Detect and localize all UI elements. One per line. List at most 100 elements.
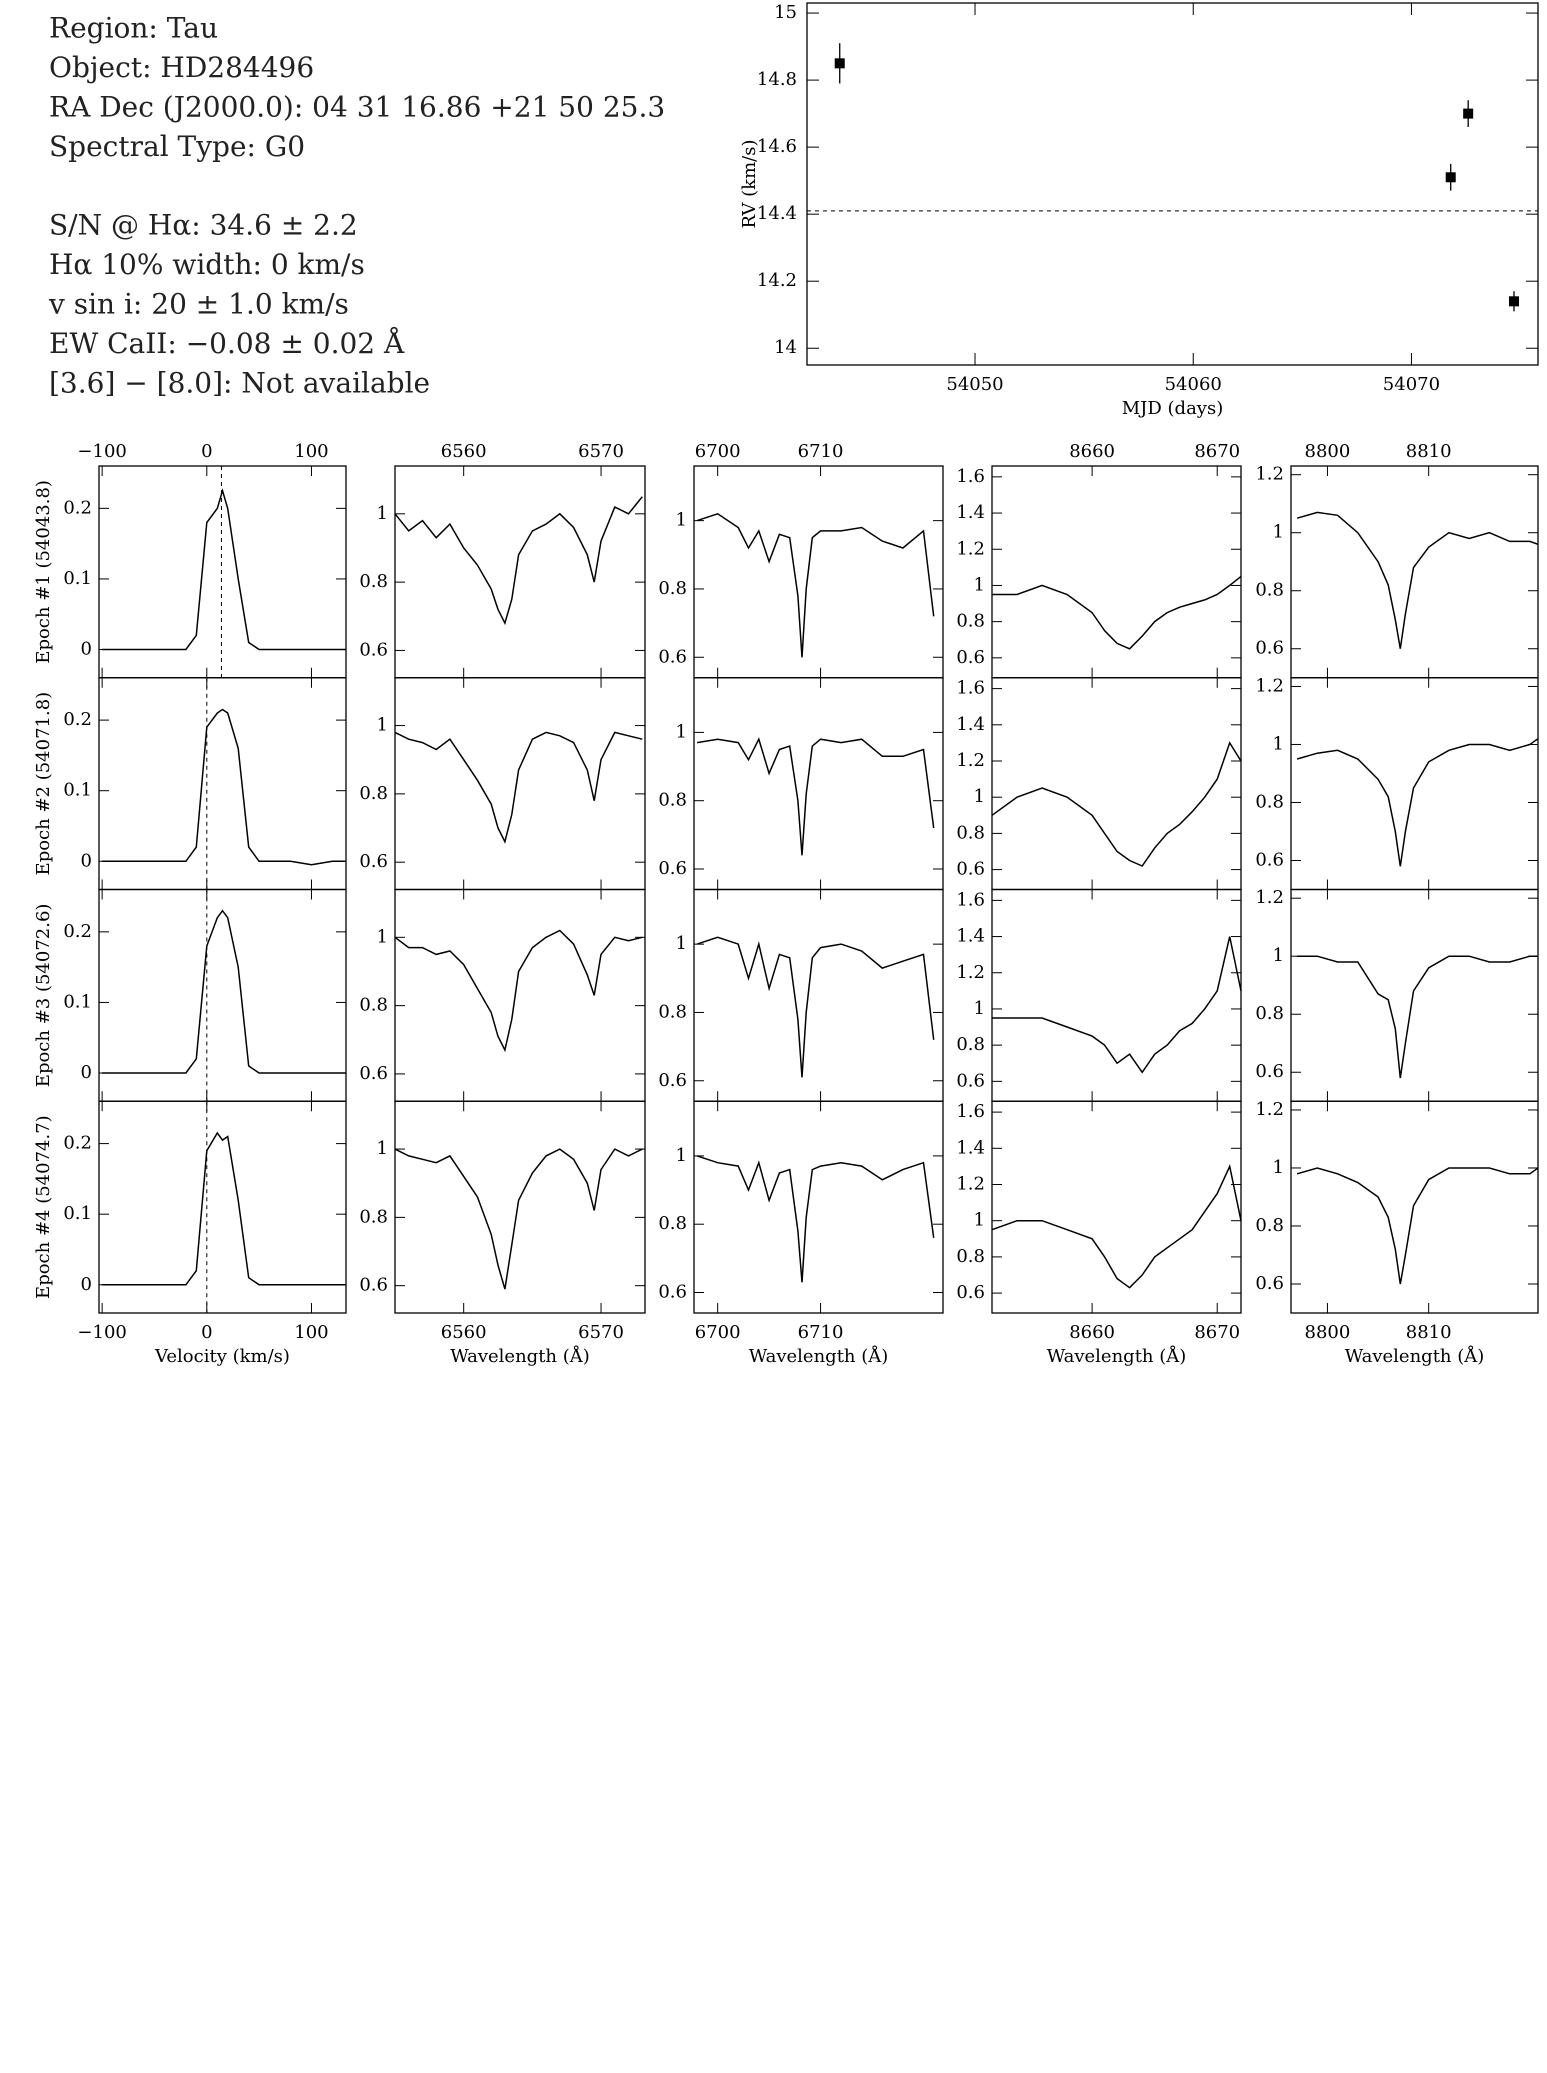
panel-frame xyxy=(1290,888,1539,1102)
data-point xyxy=(1508,296,1519,307)
y-tick-label: 0.6 xyxy=(658,858,687,879)
x-axis-label: Wavelength (Å) xyxy=(1047,1345,1187,1367)
y-tick-label: 1.2 xyxy=(1255,1099,1284,1120)
y-tick-label: 1.2 xyxy=(956,1174,985,1195)
y-tick-label: 1.4 xyxy=(956,714,985,735)
y-tick-label: 0.8 xyxy=(359,571,388,592)
y-tick-label: 0.2 xyxy=(63,709,92,730)
y-tick-label: 0.8 xyxy=(359,995,388,1016)
y-tick-label: 0.6 xyxy=(1255,1061,1284,1082)
y-tick-label: 0.8 xyxy=(359,783,388,804)
panel-frame xyxy=(98,465,347,679)
info-line: Object: HD284496 xyxy=(49,51,314,84)
panel-frame xyxy=(394,465,646,679)
y-tick-label: 1 xyxy=(676,721,687,742)
y-tick-label: 1 xyxy=(676,510,687,531)
y-tick-label: 0.6 xyxy=(359,639,388,660)
x-tick-label: 6560 xyxy=(441,1322,487,1343)
y-tick-label: 1.6 xyxy=(956,466,985,487)
y-tick-label: 0.1 xyxy=(63,780,92,801)
y-tick-label: 1 xyxy=(1273,522,1284,543)
y-tick-label: 0.6 xyxy=(1255,849,1284,870)
y-tick-label: 1 xyxy=(1273,945,1284,966)
y-tick-label: 0.6 xyxy=(956,647,985,668)
spectrum xyxy=(696,512,935,658)
panel-frame xyxy=(991,888,1242,1102)
y-tick-label: 1 xyxy=(377,503,388,524)
x-tick-label: 8810 xyxy=(1406,441,1452,462)
y-tick-label: 0.8 xyxy=(658,578,687,599)
spectrum xyxy=(102,1131,346,1286)
y-tick-label: 14.8 xyxy=(757,69,797,90)
y-tick-label: 0.6 xyxy=(1255,638,1284,659)
y-tick-label: 1 xyxy=(1273,1157,1284,1178)
spectrum xyxy=(992,936,1242,1074)
panel-frame xyxy=(693,1100,944,1314)
y-tick-label: 0.1 xyxy=(63,991,92,1012)
y-tick-label: 1 xyxy=(676,933,687,954)
y-tick-label: 0.6 xyxy=(956,1070,985,1091)
y-tick-label: 0.8 xyxy=(956,611,985,632)
spectrum xyxy=(1296,1167,1539,1285)
info-line: S/N @ Hα: 34.6 ± 2.2 xyxy=(49,209,358,242)
y-tick-label: 1.2 xyxy=(1255,464,1284,485)
panel-frame xyxy=(1290,677,1539,891)
epoch-label: Epoch #4 (54074.7) xyxy=(33,1115,54,1299)
panel-frame xyxy=(394,1100,646,1314)
y-tick-label: 1 xyxy=(974,998,985,1019)
y-tick-label: 0.6 xyxy=(658,1070,687,1091)
spectrum xyxy=(102,708,346,866)
x-tick-label: 6710 xyxy=(798,1322,844,1343)
x-tick-label: 100 xyxy=(294,1322,328,1343)
y-tick-label: 0.8 xyxy=(956,1034,985,1055)
data-point xyxy=(834,58,845,69)
panel-frame xyxy=(693,677,944,891)
panel-frame xyxy=(394,888,646,1102)
panel-frame xyxy=(991,1100,1242,1314)
x-tick-label: 8670 xyxy=(1194,441,1240,462)
x-tick-label: 8660 xyxy=(1069,1322,1115,1343)
y-tick-label: 1.2 xyxy=(956,962,985,983)
info-line: Hα 10% width: 0 km/s xyxy=(49,248,365,281)
x-tick-label: 6710 xyxy=(798,441,844,462)
y-tick-label: 1 xyxy=(377,1138,388,1159)
x-tick-label: 8800 xyxy=(1305,1322,1351,1343)
y-tick-label: 1.6 xyxy=(956,889,985,910)
y-tick-label: 0.8 xyxy=(658,790,687,811)
y-tick-label: 1.4 xyxy=(956,1137,985,1158)
y-tick-label: 14 xyxy=(774,337,797,358)
y-tick-label: 0.6 xyxy=(359,1063,388,1084)
y-tick-label: 0.8 xyxy=(1255,791,1284,812)
plot-frame xyxy=(806,2,1539,366)
x-axis-label: Wavelength (Å) xyxy=(450,1345,590,1367)
y-tick-label: 1.2 xyxy=(1255,887,1284,908)
info-line: [3.6] − [8.0]: Not available xyxy=(49,367,430,400)
y-tick-label: 1.2 xyxy=(956,538,985,559)
x-axis-label: Wavelength (Å) xyxy=(1345,1345,1485,1367)
epoch-label: Epoch #2 (54071.8) xyxy=(33,692,54,876)
y-tick-label: 0.6 xyxy=(1255,1273,1284,1294)
spectrum xyxy=(1296,511,1539,649)
y-tick-label: 1 xyxy=(676,1145,687,1166)
x-axis-label: MJD (days) xyxy=(1122,398,1224,419)
y-tick-label: 1 xyxy=(974,574,985,595)
info-line: v sin i: 20 ± 1.0 km/s xyxy=(48,288,349,321)
y-tick-label: 1 xyxy=(974,1210,985,1231)
y-tick-label: 14.4 xyxy=(757,203,797,224)
spectrum xyxy=(991,741,1242,867)
x-tick-label: 100 xyxy=(294,441,328,462)
x-tick-label: 54070 xyxy=(1383,374,1440,395)
y-tick-label: 0.6 xyxy=(956,1282,985,1303)
x-tick-label: 6570 xyxy=(578,441,624,462)
panel-frame xyxy=(1290,465,1539,679)
x-tick-label: 6700 xyxy=(695,441,741,462)
panel-frame xyxy=(98,888,347,1102)
y-tick-label: 1 xyxy=(377,715,388,736)
panel-frame xyxy=(693,465,944,679)
x-tick-label: 8660 xyxy=(1069,441,1115,462)
y-tick-label: 0 xyxy=(81,639,92,660)
y-tick-label: 0.8 xyxy=(658,1001,687,1022)
spectrum xyxy=(394,731,643,844)
y-tick-label: 0 xyxy=(81,1062,92,1083)
spectrum xyxy=(696,936,935,1078)
